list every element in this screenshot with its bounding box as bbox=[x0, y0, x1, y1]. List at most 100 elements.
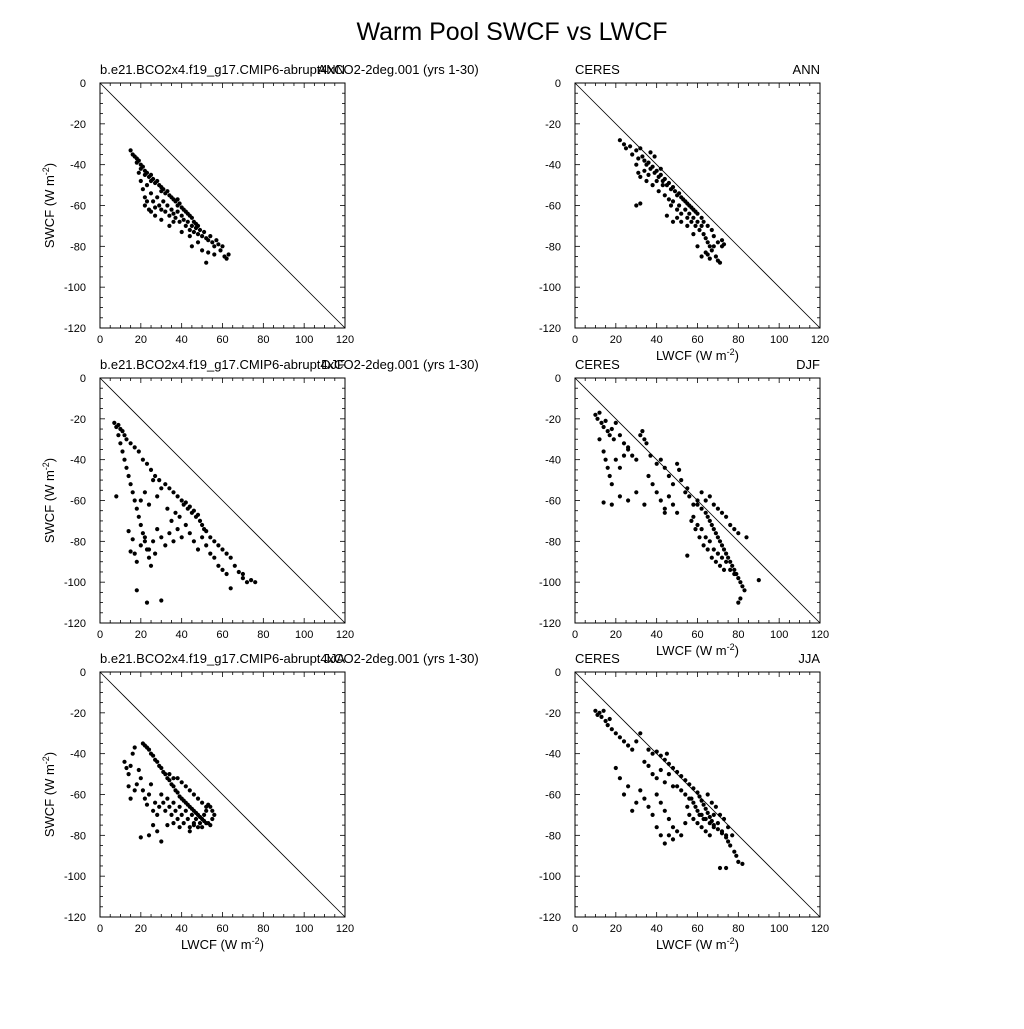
data-point bbox=[685, 486, 690, 491]
data-point bbox=[120, 449, 125, 454]
data-point bbox=[724, 559, 729, 564]
panel-right-label: JJA bbox=[323, 651, 345, 666]
x-tick-label: 60 bbox=[691, 334, 703, 346]
one-to-one-line bbox=[99, 377, 346, 624]
scatter-panel-1: 0 20 40 60 80 100 120 0 -20 -40 -60 -80 -100 -120 b.e2… bbox=[41, 62, 479, 346]
data-point bbox=[634, 148, 639, 153]
data-point bbox=[212, 555, 217, 560]
data-point bbox=[128, 796, 133, 801]
data-point bbox=[183, 223, 188, 228]
data-point bbox=[689, 518, 694, 524]
y-axis-label: SWCF (W m-2) bbox=[41, 163, 57, 248]
data-point bbox=[634, 203, 639, 208]
data-point bbox=[670, 765, 676, 771]
data-point bbox=[206, 238, 211, 243]
data-point bbox=[695, 498, 700, 503]
data-point bbox=[138, 543, 143, 548]
data-point bbox=[134, 588, 139, 593]
data-point bbox=[138, 178, 143, 184]
y-tick-label: -80 bbox=[70, 241, 86, 253]
data-point bbox=[124, 765, 129, 771]
data-point bbox=[646, 160, 651, 165]
data-point bbox=[169, 812, 174, 818]
data-point bbox=[224, 551, 229, 556]
data-point bbox=[136, 170, 141, 175]
data-point bbox=[699, 527, 704, 532]
data-point bbox=[122, 759, 127, 764]
data-point bbox=[183, 500, 188, 505]
y-tick-label: 0 bbox=[555, 667, 561, 679]
data-point bbox=[171, 539, 176, 544]
data-point bbox=[715, 821, 721, 826]
y-tick-label: -60 bbox=[70, 790, 86, 802]
data-point bbox=[734, 853, 739, 858]
y-tick-label: -120 bbox=[539, 618, 561, 630]
data-point bbox=[165, 823, 170, 828]
x-tick-label: 100 bbox=[770, 923, 788, 935]
data-point bbox=[122, 433, 127, 438]
x-axis-label: LWCF (W m-2) bbox=[656, 642, 739, 658]
data-point bbox=[173, 808, 178, 813]
panel-left-label: b.e21.BCO2x4.f19_g17.CMIP6-abrupt4xCO2-2… bbox=[100, 357, 479, 372]
data-point bbox=[224, 256, 229, 261]
data-point bbox=[167, 772, 172, 777]
data-point bbox=[155, 812, 160, 818]
x-tick-label: 40 bbox=[651, 334, 663, 346]
x-tick-label: 120 bbox=[811, 334, 829, 346]
data-point bbox=[617, 465, 623, 470]
y-tick-label: -60 bbox=[545, 201, 561, 213]
data-point bbox=[144, 600, 150, 605]
data-point bbox=[719, 543, 725, 548]
data-point bbox=[601, 424, 606, 430]
x-tick-label: 20 bbox=[610, 629, 622, 641]
data-point bbox=[638, 201, 643, 206]
data-point bbox=[634, 162, 639, 167]
data-point bbox=[165, 796, 170, 801]
x-tick-label: 0 bbox=[97, 629, 103, 641]
data-point bbox=[677, 467, 682, 472]
data-point bbox=[179, 780, 184, 785]
data-point bbox=[593, 708, 598, 713]
x-tick-label: 80 bbox=[257, 629, 269, 641]
x-tick-label: 80 bbox=[732, 923, 744, 935]
data-point bbox=[658, 166, 663, 171]
data-point bbox=[717, 539, 723, 544]
data-point bbox=[128, 763, 133, 769]
scatter-panel-6: 0 20 40 60 80 100 120 0 -20 -40 -60 -80 -100 -120 CERE… bbox=[539, 651, 829, 952]
data-point bbox=[144, 802, 150, 807]
data-point bbox=[703, 816, 708, 822]
data-point bbox=[670, 199, 676, 204]
data-point bbox=[630, 747, 635, 752]
x-tick-label: 100 bbox=[770, 334, 788, 346]
data-point bbox=[726, 825, 731, 830]
data-point bbox=[126, 473, 131, 479]
data-point bbox=[701, 802, 706, 807]
data-point bbox=[609, 426, 614, 432]
data-point bbox=[724, 865, 729, 871]
data-point bbox=[195, 232, 201, 237]
data-point bbox=[163, 772, 168, 777]
data-point bbox=[675, 510, 680, 515]
data-point bbox=[195, 512, 201, 517]
data-point bbox=[175, 790, 180, 795]
data-point bbox=[707, 814, 712, 820]
data-point bbox=[173, 510, 178, 515]
y-tick-label: -40 bbox=[545, 455, 561, 467]
data-point bbox=[658, 457, 663, 462]
data-point bbox=[167, 778, 172, 783]
data-point bbox=[151, 176, 156, 182]
data-point bbox=[212, 812, 217, 818]
data-point bbox=[640, 154, 645, 159]
data-point bbox=[216, 563, 221, 568]
data-point bbox=[717, 563, 723, 568]
data-point bbox=[128, 148, 133, 153]
data-point bbox=[679, 774, 684, 779]
data-point bbox=[670, 784, 676, 789]
data-point bbox=[144, 183, 150, 188]
x-tick-label: 100 bbox=[295, 629, 313, 641]
y-tick-label: -100 bbox=[539, 871, 561, 883]
x-tick-label: 120 bbox=[336, 334, 354, 346]
data-point bbox=[603, 718, 608, 724]
data-point bbox=[675, 207, 680, 212]
panel-left-label: b.e21.BCO2x4.f19_g17.CMIP6-abrupt4xCO2-2… bbox=[100, 62, 479, 77]
